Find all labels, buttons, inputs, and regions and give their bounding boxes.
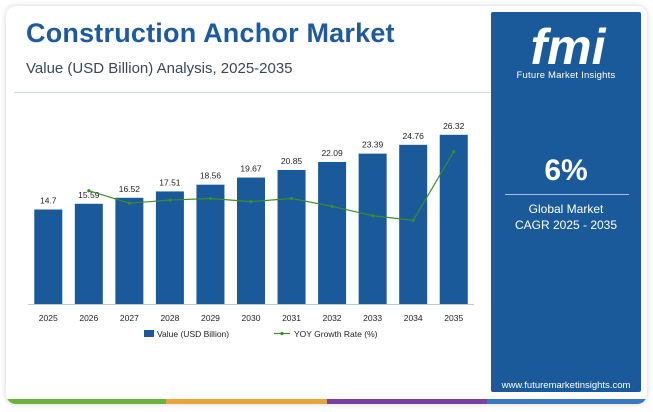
stripe-orange (166, 399, 327, 404)
bar-2028 (155, 191, 184, 304)
bar-label-2033: 23.39 (362, 140, 384, 150)
header-divider (14, 92, 492, 93)
x-tick-label-2030: 2030 (242, 313, 261, 323)
logo-tagline: Future Market Insights (516, 70, 616, 81)
growth-point-2031 (289, 196, 294, 201)
x-tick-label-2026: 2026 (79, 313, 98, 323)
growth-point-2026 (87, 189, 91, 193)
legend-line-label: YOY Growth Rate (%) (294, 329, 378, 339)
stripe-green (6, 399, 167, 404)
bar-label-2035: 26.32 (443, 121, 465, 131)
cagr-value: 6% (544, 154, 588, 187)
growth-point-2027 (127, 201, 131, 205)
growth-point-2033 (371, 214, 375, 218)
growth-line (88, 151, 455, 222)
bottom-color-stripe (6, 399, 647, 404)
bar-label-2034: 24.76 (403, 131, 425, 141)
cagr-label-line2: CAGR 2025 - 2035 (514, 218, 618, 232)
x-tick-label-2033: 2033 (363, 313, 382, 323)
bar-2026 (74, 203, 103, 304)
legend-bar-swatch (144, 330, 154, 337)
growth-point-2034 (411, 218, 415, 222)
bar-2029 (196, 184, 225, 304)
fmi-logo-icon: fmi (531, 19, 607, 75)
bar-label-2029: 18.56 (200, 171, 222, 181)
x-tick-label-2029: 2029 (201, 313, 220, 323)
side-panel: fmi Future Market Insights 6% Global Mar… (491, 12, 641, 392)
bar-2025 (34, 209, 63, 304)
x-tick-label-2032: 2032 (323, 313, 342, 323)
stripe-blue (486, 399, 647, 404)
growth-point-2028 (168, 198, 172, 202)
x-tick-label-2025: 2025 (39, 313, 58, 323)
x-tick-label-2027: 2027 (120, 313, 139, 323)
bar-label-2030: 19.67 (240, 164, 262, 174)
bar-label-2027: 16.52 (119, 184, 141, 194)
bar-label-2026: 15.59 (78, 190, 100, 200)
bar-label-2032: 22.09 (321, 148, 343, 158)
website-link[interactable]: www.futuremarketinsights.com (501, 380, 631, 391)
bar-2032 (318, 161, 347, 304)
chart-area: 14.7 2025 15.59 2026 16.52 2027 17.51 2028 18.56… (6, 6, 496, 404)
x-tick-label-2028: 2028 (160, 313, 179, 323)
bar-label-2031: 20.85 (281, 156, 303, 166)
panel-divider (505, 194, 629, 195)
chart-svg: 14.7 2025 15.59 2026 16.52 2027 17.51 2028 18.56… (28, 121, 474, 339)
legend-line-marker (280, 331, 284, 336)
bar-2030 (237, 177, 265, 304)
growth-point-2035 (452, 150, 456, 154)
growth-point-2030 (249, 200, 253, 204)
fmi-logo-text: fmi (531, 20, 607, 72)
x-tick-label-2034: 2034 (404, 313, 423, 323)
cagr-label-line1: Global Market (528, 202, 604, 216)
bar-2027 (115, 197, 144, 304)
chart-card: Construction Anchor Market Value (USD Bi… (6, 6, 647, 404)
bar-2034 (399, 144, 428, 304)
chart-subtitle: Value (USD Billion) Analysis, 2025-2035 (26, 60, 293, 77)
x-tick-label-2035: 2035 (444, 313, 463, 323)
bar-2033 (358, 153, 387, 304)
growth-point-2032 (330, 204, 334, 208)
x-tick-label-2031: 2031 (282, 313, 301, 323)
bar-2035 (439, 134, 468, 304)
legend-bar-label: Value (USD Billion) (157, 329, 229, 339)
bar-label-2025: 14.7 (40, 196, 57, 206)
chart-title: Construction Anchor Market (26, 18, 395, 48)
fmi-logo: fmi (513, 19, 623, 75)
growth-point-2029 (208, 196, 213, 201)
bar-2031 (277, 169, 306, 304)
bar-label-2028: 17.51 (159, 177, 181, 187)
stripe-purple (326, 399, 487, 404)
